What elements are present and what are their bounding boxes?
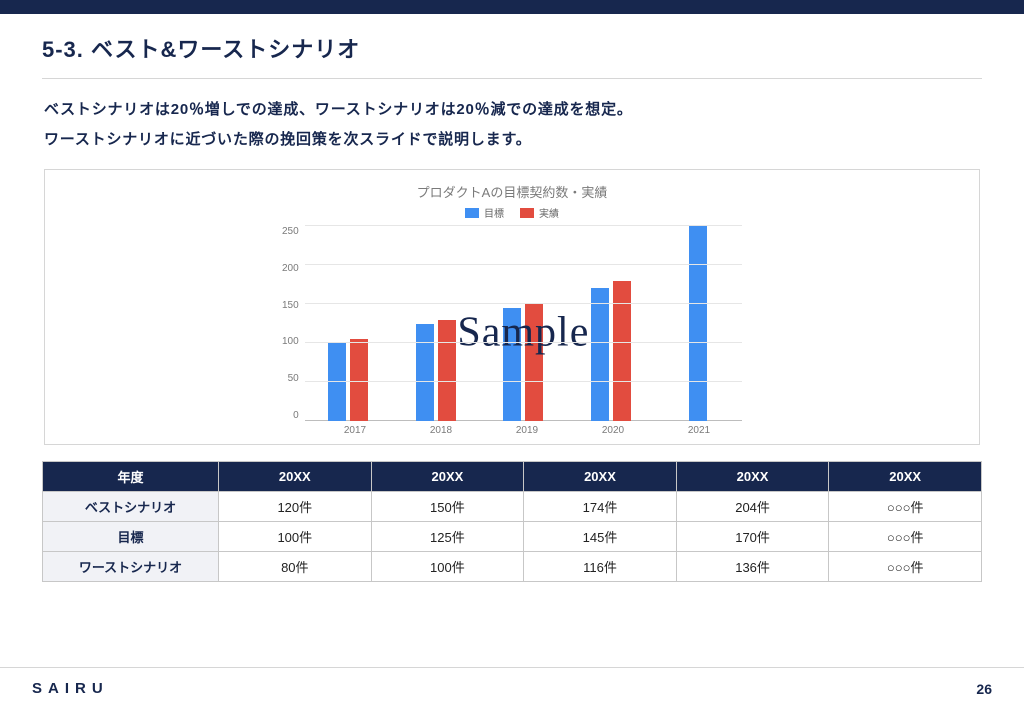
- x-tick: 2017: [344, 425, 366, 436]
- gridline: [305, 381, 742, 382]
- table-header-cell: 20XX: [524, 462, 677, 492]
- legend-swatch-target: [465, 208, 479, 218]
- y-tick: 0: [293, 410, 299, 421]
- page-number: 26: [976, 681, 992, 697]
- table-cell: 170件: [676, 522, 829, 552]
- lead-line-2: ワーストシナリオに近づいた際の挽回策を次スライドで説明します。: [44, 125, 982, 155]
- slide-content: 5-3. ベスト&ワーストシナリオ ベストシナリオは20％増しでの達成、ワースト…: [0, 14, 1024, 582]
- bar-actual: [525, 304, 543, 421]
- table-cell: 125件: [371, 522, 524, 552]
- bar-actual: [613, 281, 631, 421]
- legend-target: 目標: [465, 205, 504, 220]
- table-row: ベストシナリオ120件150件174件204件○○○件: [43, 492, 982, 522]
- table-header-cell: 20XX: [676, 462, 829, 492]
- y-tick: 250: [282, 226, 299, 237]
- bar-target: [689, 226, 707, 421]
- bar-group: [670, 226, 726, 421]
- gridline: [305, 342, 742, 343]
- x-tick: 2020: [602, 425, 624, 436]
- x-tick: 2018: [430, 425, 452, 436]
- table-cell: 120件: [219, 492, 372, 522]
- table-cell: ○○○件: [829, 552, 982, 582]
- table-cell: 145件: [524, 522, 677, 552]
- plot-area: Sample: [305, 226, 742, 421]
- gridline: [305, 264, 742, 265]
- y-tick: 150: [282, 300, 299, 311]
- bar-group: [583, 281, 639, 421]
- row-header-cell: ベストシナリオ: [43, 492, 219, 522]
- y-tick: 100: [282, 336, 299, 347]
- table-cell: ○○○件: [829, 522, 982, 552]
- table-cell: 116件: [524, 552, 677, 582]
- table-header-cell: 年度: [43, 462, 219, 492]
- table-cell: 136件: [676, 552, 829, 582]
- chart-panel: プロダクトAの目標契約数・実績 目標 実績 250 200 150 100 50 0 Sa…: [44, 169, 980, 445]
- gridline: [305, 303, 742, 304]
- slide-title: 5-3. ベスト&ワーストシナリオ: [42, 32, 982, 79]
- bar-target: [503, 308, 521, 421]
- chart-title: プロダクトAの目標契約数・実績: [45, 182, 979, 201]
- table-body: ベストシナリオ120件150件174件204件○○○件目標100件125件145…: [43, 492, 982, 582]
- table-cell: 150件: [371, 492, 524, 522]
- slide-footer: SAIRU 26: [0, 667, 1024, 709]
- table-cell: 80件: [219, 552, 372, 582]
- table-row: ワーストシナリオ80件100件116件136件○○○件: [43, 552, 982, 582]
- bar-group: [495, 304, 551, 421]
- legend-label-actual: 実績: [539, 205, 559, 220]
- table-header-row: 年度20XX20XX20XX20XX20XX: [43, 462, 982, 492]
- x-axis-labels: 2017 2018 2019 2020 2021: [282, 425, 742, 436]
- bar-target: [591, 288, 609, 421]
- table-cell: 204件: [676, 492, 829, 522]
- bar-group: [408, 320, 464, 421]
- table-cell: 100件: [219, 522, 372, 552]
- table-row: 目標100件125件145件170件○○○件: [43, 522, 982, 552]
- bar-groups: [305, 226, 742, 421]
- table-cell: 100件: [371, 552, 524, 582]
- chart-body: 250 200 150 100 50 0 Sample: [282, 226, 742, 421]
- row-header-cell: ワーストシナリオ: [43, 552, 219, 582]
- table-header-cell: 20XX: [219, 462, 372, 492]
- scenario-table: 年度20XX20XX20XX20XX20XX ベストシナリオ120件150件17…: [42, 461, 982, 582]
- table-cell: ○○○件: [829, 492, 982, 522]
- legend-label-target: 目標: [484, 205, 504, 220]
- y-tick: 200: [282, 263, 299, 274]
- table-header-cell: 20XX: [829, 462, 982, 492]
- table-header-cell: 20XX: [371, 462, 524, 492]
- y-axis: 250 200 150 100 50 0: [282, 226, 305, 421]
- table-cell: 174件: [524, 492, 677, 522]
- chart-legend: 目標 実績: [45, 205, 979, 220]
- x-tick: 2021: [688, 425, 710, 436]
- gridline: [305, 225, 742, 226]
- legend-swatch-actual: [520, 208, 534, 218]
- lead-line-1: ベストシナリオは20％増しでの達成、ワーストシナリオは20％減での達成を想定。: [44, 95, 982, 125]
- legend-actual: 実績: [520, 205, 559, 220]
- bar-actual: [438, 320, 456, 421]
- lead-text: ベストシナリオは20％増しでの達成、ワーストシナリオは20％減での達成を想定。 …: [44, 95, 982, 155]
- y-tick: 50: [288, 373, 299, 384]
- row-header-cell: 目標: [43, 522, 219, 552]
- bar-target: [416, 324, 434, 422]
- x-tick: 2019: [516, 425, 538, 436]
- top-accent-bar: [0, 0, 1024, 14]
- footer-brand: SAIRU: [32, 680, 109, 697]
- bar-target: [328, 343, 346, 421]
